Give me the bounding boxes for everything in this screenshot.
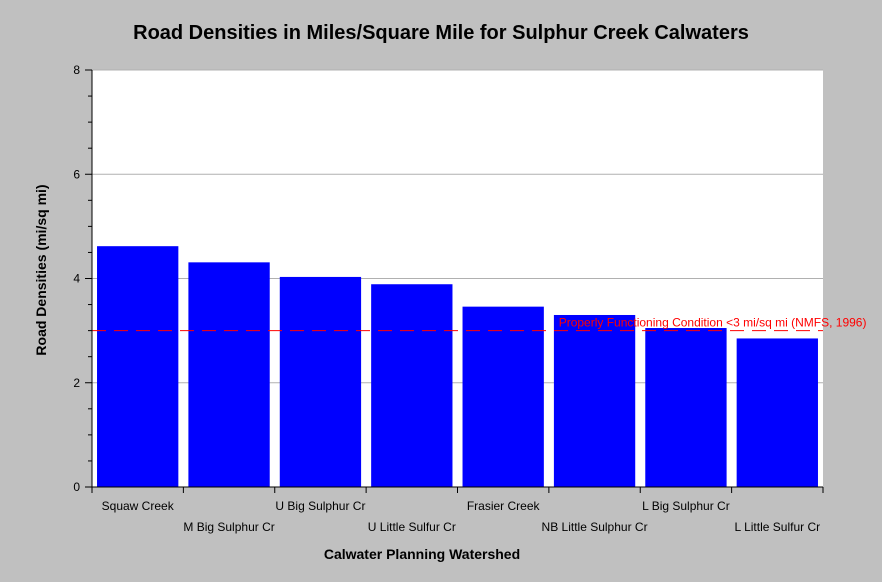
x-tick-label: U Big Sulphur Cr [275, 499, 365, 513]
y-tick-label: 2 [73, 376, 80, 390]
x-tick-label: U Little Sulfur Cr [368, 520, 456, 534]
y-tick-label: 4 [73, 272, 80, 286]
y-tick-label: 0 [73, 480, 80, 494]
bar [279, 276, 362, 487]
chart-title: Road Densities in Miles/Square Mile for … [133, 22, 749, 44]
bar [645, 328, 727, 487]
bar [736, 338, 818, 487]
reference-line-label: Properly Functioning Condition <3 mi/sq … [559, 316, 867, 330]
x-tick-label: L Big Sulphur Cr [642, 499, 730, 513]
bar [462, 306, 544, 487]
x-tick-label: NB Little Sulphur Cr [542, 520, 648, 534]
y-tick-label: 8 [73, 63, 80, 77]
x-tick-label: L Little Sulfur Cr [735, 520, 821, 534]
x-axis-title: Calwater Planning Watershed [324, 546, 520, 562]
bar [371, 284, 453, 487]
bar [97, 246, 179, 487]
x-tick-label: Frasier Creek [467, 499, 541, 513]
x-tick-label: M Big Sulphur Cr [183, 520, 274, 534]
bar [553, 314, 636, 487]
bar [188, 262, 270, 487]
y-axis-title: Road Densities (mi/sq mi) [33, 184, 49, 355]
y-tick-label: 6 [73, 167, 80, 181]
x-tick-label: Squaw Creek [102, 499, 175, 513]
